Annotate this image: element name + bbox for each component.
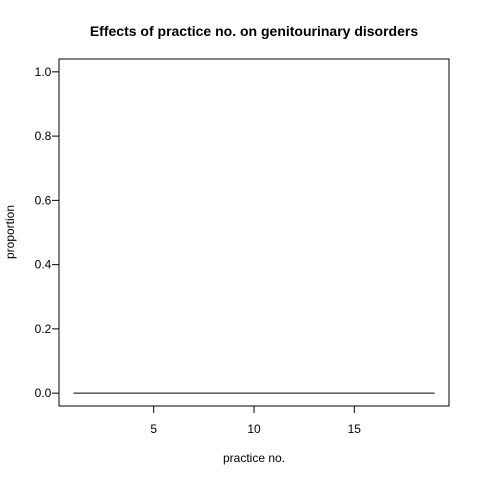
- y-tick-label-0: 0.0: [35, 386, 52, 400]
- y-tick-label-3: 0.6: [35, 193, 52, 207]
- x-tick-label-0: 5: [150, 422, 157, 436]
- y-tick-label-5: 1.0: [35, 65, 52, 79]
- y-tick-label-2: 0.4: [35, 258, 52, 272]
- x-axis-label: practice no.: [223, 451, 285, 465]
- y-axis-label: proportion: [3, 205, 17, 259]
- y-tick-label-1: 0.2: [35, 322, 52, 336]
- chart-title: Effects of practice no. on genitourinary…: [90, 23, 418, 39]
- x-tick-label-1: 10: [247, 422, 261, 436]
- y-tick-label-4: 0.8: [35, 129, 52, 143]
- x-axis: 5 10 15: [150, 405, 362, 436]
- x-tick-label-2: 15: [348, 422, 362, 436]
- y-axis: 0.0 0.2 0.4 0.6 0.8 1.0: [35, 65, 60, 400]
